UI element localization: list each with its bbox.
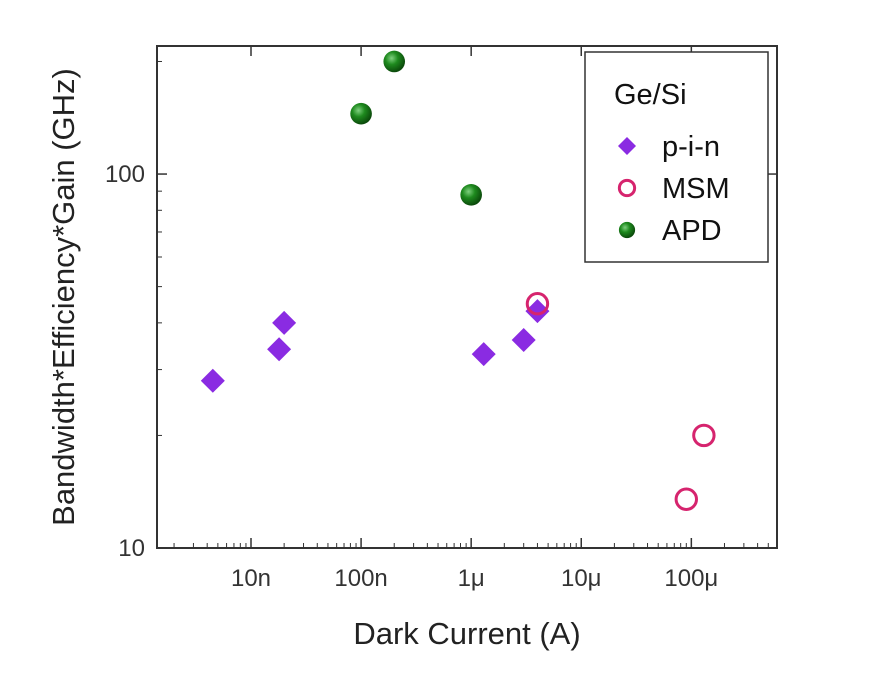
apd-point — [460, 184, 482, 206]
y-tick-label: 100 — [105, 161, 145, 188]
apd-point — [350, 102, 372, 125]
legend-label: p-i-n — [662, 131, 720, 163]
data-points — [200, 50, 716, 511]
apd-point — [383, 50, 406, 73]
legend-marker-p-i-n — [618, 137, 636, 155]
legend-marker-msm — [617, 178, 637, 198]
plot-frame — [156, 45, 778, 549]
legend-title: Ge/Si — [614, 79, 687, 111]
x-tick-label: 100μ — [664, 565, 718, 592]
p-i-n-point — [267, 337, 292, 362]
x-axis: 10n 100n 1μ 10μ 100μ — [173, 46, 769, 592]
legend-box — [584, 51, 769, 263]
p-i-n-point — [272, 310, 297, 335]
p-i-n-point — [525, 299, 550, 324]
msm-point — [674, 487, 699, 511]
p-i-n-point — [200, 368, 225, 393]
x-tick-label: 1μ — [458, 565, 485, 592]
x-tick-label: 10n — [231, 565, 271, 592]
p-i-n-point — [511, 327, 536, 352]
y-tick-label: 10 — [118, 535, 145, 562]
legend: Ge/Si p-i-n MSM APD — [584, 51, 769, 263]
p-i-n-point — [471, 342, 496, 367]
x-tick-label: 100n — [334, 565, 387, 592]
legend-label: MSM — [662, 173, 730, 205]
msm-point — [525, 292, 550, 316]
y-axis: 10 100 — [105, 60, 777, 562]
msm-point — [692, 423, 716, 448]
legend-label: APD — [662, 215, 722, 247]
x-tick-label: 10μ — [561, 565, 602, 592]
x-axis-label: Dark Current (A) — [353, 616, 580, 651]
y-axis-label: Bandwidth*Efficiency*Gain (GHz) — [46, 68, 81, 526]
legend-marker-apd — [618, 221, 636, 239]
